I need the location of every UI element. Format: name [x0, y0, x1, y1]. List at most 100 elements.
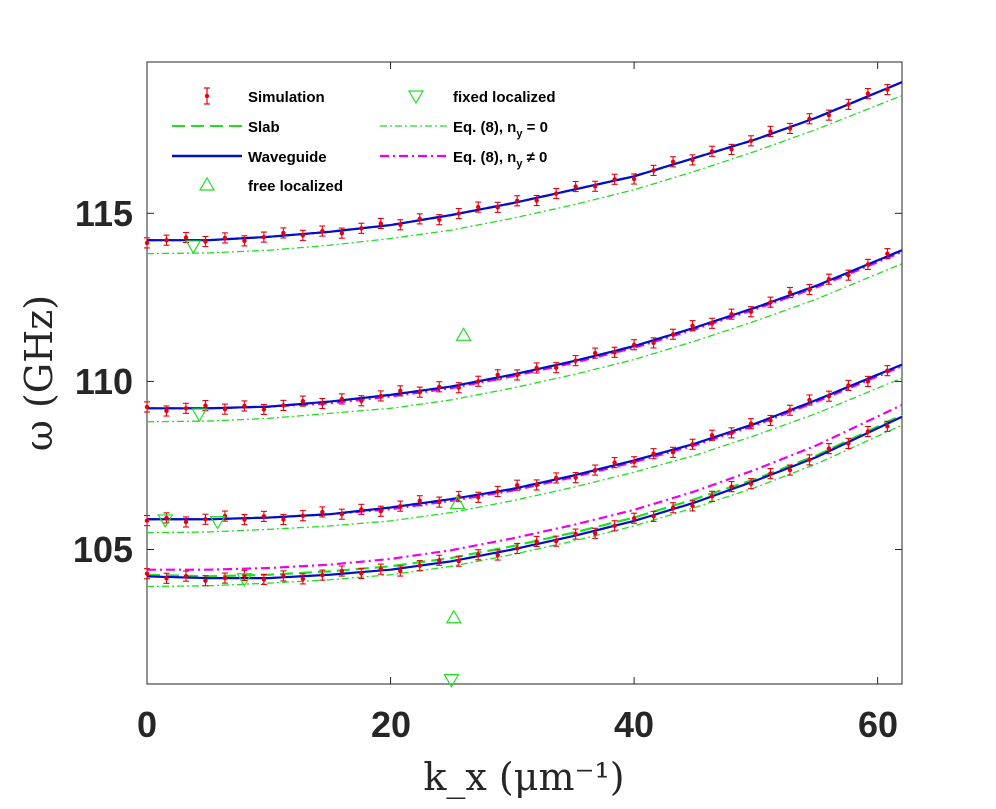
simulation-marker — [417, 389, 422, 395]
simulation-marker — [300, 233, 306, 238]
simulation-point — [436, 554, 443, 566]
simulation-point — [436, 214, 443, 226]
series-waveguide-branch-2 — [147, 249, 903, 410]
simulation-point — [748, 135, 754, 147]
simulation-point — [182, 516, 189, 528]
simulation-marker — [787, 408, 793, 413]
simulation-point — [241, 235, 248, 247]
simulation-marker — [183, 406, 189, 411]
x-tick-labels: 0 20 40 60 — [137, 704, 898, 745]
simulation-marker — [787, 467, 793, 473]
simulation-marker — [670, 505, 676, 510]
simulation-marker — [534, 198, 539, 203]
simulation-point — [319, 506, 326, 518]
simulation-marker — [281, 230, 286, 236]
simulation-marker — [826, 446, 832, 451]
legend-label-eq8-ny0: Eq. (8), ny = 0 — [453, 119, 548, 140]
simulation-marker — [553, 538, 559, 544]
simulation-point — [553, 362, 560, 374]
simulation-point — [670, 502, 677, 514]
fixed-localized-marker — [157, 514, 174, 529]
simulation-marker — [768, 418, 773, 423]
simulation-point — [592, 180, 599, 192]
simulation-marker — [690, 157, 695, 163]
simulation-marker — [670, 159, 676, 164]
simulation-marker — [885, 251, 890, 256]
simulation-point — [494, 201, 501, 213]
simulation-point — [436, 496, 443, 508]
simulation-point — [377, 563, 384, 575]
simulation-point — [572, 528, 579, 540]
simulation-point — [689, 500, 696, 512]
simulation-point — [358, 222, 365, 234]
simulation-point — [299, 510, 306, 522]
simulation-marker — [807, 397, 812, 403]
simulation-point — [358, 567, 365, 580]
y-tick-label: 110 — [75, 361, 133, 402]
simulation-marker — [437, 499, 442, 505]
simulation-marker — [203, 403, 208, 408]
simulation-marker — [670, 450, 676, 455]
simulation-marker — [885, 424, 890, 429]
simulation-point — [611, 520, 618, 532]
simulation-marker — [651, 340, 656, 346]
simulation-marker — [359, 571, 364, 576]
simulation-marker — [534, 365, 539, 371]
series-waveguide-branch-1 — [147, 81, 903, 242]
simulation-point — [767, 414, 774, 427]
simulation-point — [475, 375, 482, 387]
simulation-marker — [826, 276, 832, 282]
simulation-marker — [261, 407, 267, 412]
simulation-marker — [729, 484, 734, 489]
y-tick-label: 115 — [75, 193, 133, 234]
simulation-point — [338, 393, 345, 405]
simulation-marker — [865, 262, 871, 267]
simulation-point — [611, 456, 618, 469]
simulation-point — [864, 258, 871, 270]
simulation-marker — [592, 184, 598, 189]
simulation-point — [163, 234, 170, 246]
simulation-marker — [378, 566, 384, 572]
legend-entry-fixed-localized: fixed localized — [407, 89, 556, 106]
y-tick-label: 105 — [73, 529, 133, 570]
series-eq8-ny0-branch-4 — [146, 424, 903, 588]
simulation-point — [748, 306, 754, 318]
simulation-point — [845, 98, 852, 110]
legend-entry-eq8-ny0: Eq. (8), ny = 0 — [380, 119, 548, 140]
simulation-point — [533, 535, 540, 548]
x-tick-label: 60 — [858, 704, 898, 745]
simulation-marker — [164, 515, 169, 521]
simulation-point — [806, 394, 813, 406]
simulation-marker — [183, 573, 189, 579]
simulation-marker — [768, 129, 773, 134]
legend-label-waveguide: Waveguide — [248, 149, 327, 166]
simulation-marker — [378, 393, 384, 399]
simulation-marker — [417, 498, 422, 503]
simulation-point — [202, 513, 209, 525]
legend-label-fixed-localized: fixed localized — [453, 89, 556, 106]
simulation-marker — [768, 471, 773, 476]
simulation-point — [767, 125, 774, 137]
series-layer — [146, 81, 903, 588]
simulation-point — [416, 213, 423, 225]
legend-entry-eq8-nyne0: Eq. (8), ny ≠ 0 — [380, 149, 547, 170]
simulation-point — [728, 308, 735, 320]
simulation-point — [319, 225, 326, 237]
legend-marker-fixed-localized — [407, 90, 425, 105]
simulation-point — [689, 154, 696, 166]
simulation-marker — [709, 433, 715, 438]
series-waveguide-branch-3 — [147, 363, 903, 521]
x-tick-label: 20 — [371, 704, 411, 745]
legend-entry-waveguide: Waveguide — [172, 149, 327, 166]
simulation-marker — [846, 272, 851, 278]
simulation-point — [260, 573, 267, 586]
simulation-point — [397, 385, 404, 397]
simulation-marker — [359, 507, 364, 512]
simulation-point — [338, 508, 345, 520]
simulation-point — [241, 400, 248, 412]
simulation-point — [553, 187, 560, 200]
series-slab-branch-4 — [146, 414, 903, 578]
simulation-marker — [729, 430, 734, 436]
simulation-marker — [222, 406, 228, 412]
simulation-point — [709, 317, 716, 329]
